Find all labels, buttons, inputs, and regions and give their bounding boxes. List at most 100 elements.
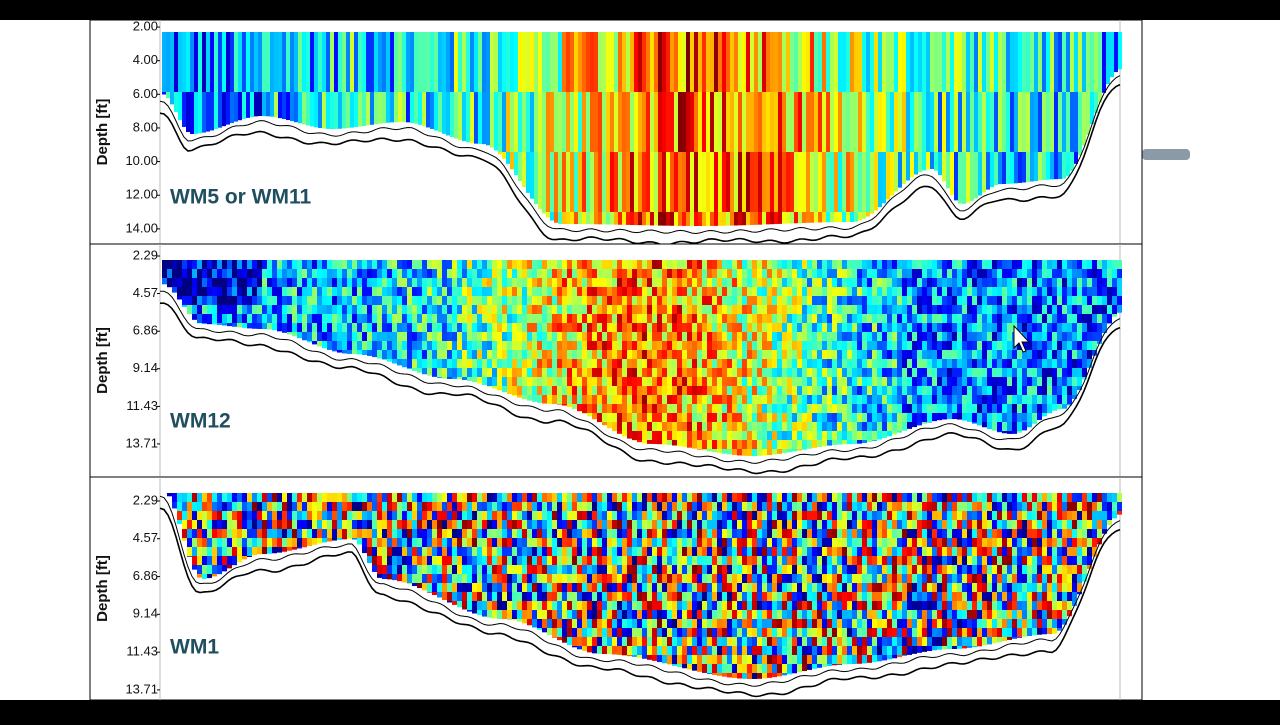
- heatmap-cell: [537, 574, 542, 583]
- heatmap-cell: [626, 212, 630, 225]
- heatmap-cell: [454, 32, 458, 92]
- heatmap-cell: [1082, 359, 1087, 368]
- heatmap-cell: [552, 574, 557, 583]
- heatmap-cell: [827, 368, 832, 377]
- heatmap-cell: [607, 601, 612, 610]
- heatmap-cell: [952, 314, 957, 323]
- heatmap-cell: [987, 332, 992, 341]
- heatmap-cell: [507, 556, 512, 565]
- heatmap-cell: [607, 619, 612, 628]
- heatmap-cell: [492, 574, 497, 583]
- heatmap-cell: [1092, 269, 1097, 278]
- heatmap-cell: [592, 278, 597, 287]
- heatmap-cell: [852, 377, 857, 386]
- heatmap-cell: [302, 305, 307, 314]
- heatmap-cell: [317, 323, 322, 332]
- heatmap-cell: [887, 413, 892, 422]
- heatmap-cell: [407, 323, 412, 332]
- heatmap-cell: [570, 152, 574, 212]
- heatmap-cell: [522, 332, 527, 341]
- heatmap-cell: [537, 314, 542, 323]
- heatmap-cell: [472, 368, 477, 377]
- heatmap-cell: [462, 341, 467, 350]
- heatmap-cell: [932, 359, 937, 368]
- heatmap-cell: [942, 323, 947, 332]
- heatmap-cell: [342, 529, 347, 538]
- heatmap-cell: [212, 305, 217, 314]
- heatmap-cell: [492, 314, 497, 323]
- heatmap-cell: [492, 278, 497, 287]
- heatmap-cell: [638, 212, 642, 225]
- heatmap-cell: [612, 386, 617, 395]
- heatmap-cell: [427, 493, 432, 502]
- heatmap-cell: [527, 350, 532, 359]
- heatmap-cell: [792, 386, 797, 395]
- heatmap-cell: [922, 341, 927, 350]
- heatmap-cell: [382, 350, 387, 359]
- heatmap-cell: [677, 332, 682, 341]
- heatmap-cell: [567, 305, 572, 314]
- heatmap-cell: [582, 359, 587, 368]
- heatmap-cell: [877, 413, 882, 422]
- heatmap-cell: [357, 332, 362, 341]
- heatmap-cell: [512, 574, 517, 583]
- heatmap-cell: [907, 314, 912, 323]
- heatmap-cell: [512, 341, 517, 350]
- heatmap-cell: [222, 92, 226, 126]
- heatmap-cell: [857, 368, 862, 377]
- heatmap-cell: [992, 368, 997, 377]
- heatmap-cell: [1007, 431, 1012, 434]
- heatmap-cell: [937, 395, 942, 404]
- heatmap-cell: [994, 92, 998, 152]
- heatmap-cell: [202, 287, 207, 296]
- heatmap-cell: [190, 32, 194, 92]
- heatmap-cell: [322, 529, 327, 538]
- heatmap-cell: [497, 574, 502, 583]
- heatmap-cell: [837, 386, 842, 395]
- heatmap-cell: [642, 287, 647, 296]
- heatmap-cell: [587, 287, 592, 296]
- heatmap-cell: [667, 377, 672, 386]
- heatmap-cell: [1022, 395, 1027, 404]
- heatmap-cell: [232, 278, 237, 287]
- heatmap-cell: [472, 287, 477, 296]
- side-handle[interactable]: [1142, 149, 1190, 160]
- heatmap-cell: [817, 404, 822, 413]
- heatmap-cell: [558, 92, 562, 152]
- heatmap-cell: [1007, 296, 1012, 305]
- heatmap-cell: [922, 323, 927, 332]
- heatmap-cell: [1082, 305, 1087, 314]
- heatmap-cell: [592, 511, 597, 520]
- heatmap-cell: [862, 386, 867, 395]
- heatmap-cell: [692, 341, 697, 350]
- heatmap-cell: [452, 323, 457, 332]
- heatmap-cell: [942, 32, 946, 92]
- heatmap-cell: [287, 520, 292, 529]
- heatmap-cell: [442, 350, 447, 359]
- heatmap-cell: [662, 520, 667, 529]
- heatmap-cell: [612, 404, 617, 413]
- heatmap-cell: [392, 296, 397, 305]
- heatmap-cell: [597, 413, 602, 422]
- heatmap-cell: [882, 341, 887, 350]
- heatmap-cell: [737, 404, 742, 413]
- heatmap-cell: [514, 152, 518, 175]
- heatmap-cell: [627, 556, 632, 565]
- heatmap-cell: [892, 296, 897, 305]
- heatmap-cell: [652, 493, 657, 502]
- heatmap-cell: [667, 287, 672, 296]
- heatmap-cell: [367, 323, 372, 332]
- heatmap-cell: [727, 341, 732, 350]
- heatmap-cell: [1117, 269, 1122, 278]
- heatmap-cell: [1032, 359, 1037, 368]
- heatmap-cell: [807, 278, 812, 287]
- heatmap-cell: [630, 32, 634, 92]
- heatmap-cell: [417, 511, 422, 520]
- heatmap-cell: [807, 395, 812, 404]
- heatmap-cell: [322, 341, 327, 348]
- heatmap-cell: [217, 287, 222, 296]
- heatmap-cell: [970, 152, 974, 201]
- heatmap-cell: [932, 269, 937, 278]
- heatmap-cell: [1087, 296, 1092, 305]
